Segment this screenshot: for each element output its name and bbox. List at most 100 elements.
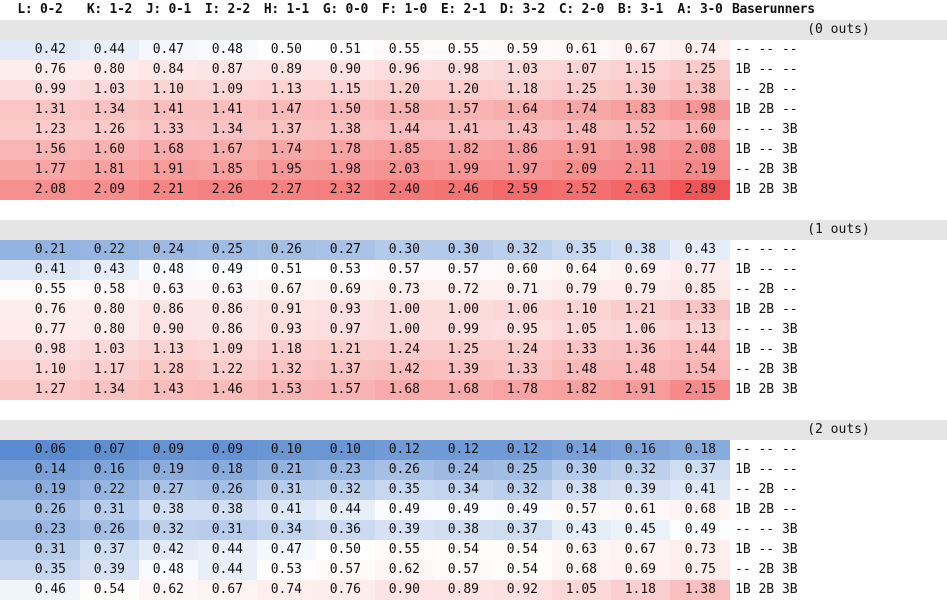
section-band	[0, 220, 730, 240]
heatmap-cell: 0.32	[493, 480, 552, 500]
heatmap-cell: 0.50	[257, 40, 316, 60]
heatmap-cell: 0.16	[80, 460, 139, 480]
baserunner-state-label: 1B 2B --	[730, 100, 947, 120]
heatmap-cell: 0.90	[139, 320, 198, 340]
heatmap-cell: 1.52	[611, 120, 670, 140]
heatmap-cell: 1.15	[316, 80, 375, 100]
heatmap-cell: 1.25	[434, 340, 493, 360]
column-header: J: 0-1	[145, 2, 192, 17]
heatmap-cell: 0.12	[493, 440, 552, 460]
heatmap-cell: 0.57	[375, 260, 434, 280]
table-row: 0.41 0.43 0.48 0.49 0.51 0.53 0.57 0.57 0.60 0.64…	[0, 260, 947, 280]
heatmap-cell: 1.38	[670, 80, 730, 100]
heatmap-cell: 0.67	[257, 280, 316, 300]
column-header: E: 2-1	[440, 2, 487, 17]
heatmap-cell: 0.71	[493, 280, 552, 300]
heatmap-cell: 0.22	[80, 480, 139, 500]
heatmap-cell: 1.60	[80, 140, 139, 160]
heatmap-cell: 0.76	[0, 60, 80, 80]
heatmap-cell: 0.86	[139, 300, 198, 320]
heatmap-cell: 1.21	[316, 340, 375, 360]
heatmap-cell: 2.32	[316, 180, 375, 200]
heatmap-cell: 1.38	[316, 120, 375, 140]
heatmap-cell: 0.58	[80, 280, 139, 300]
table-row: 1.56 1.60 1.68 1.67 1.74 1.78 1.85 1.82 1.86 1.91…	[0, 140, 947, 160]
heatmap-cell: 0.54	[80, 580, 139, 600]
heatmap-cell: 1.39	[434, 360, 493, 380]
heatmap-cell: 2.63	[611, 180, 670, 200]
heatmap-cell: 1.36	[611, 340, 670, 360]
heatmap-cell: 0.73	[375, 280, 434, 300]
column-header: F: 1-0	[381, 2, 428, 17]
heatmap-cell: 1.50	[316, 100, 375, 120]
heatmap-cell: 0.31	[0, 540, 80, 560]
baserunner-state-label: -- 2B 3B	[730, 160, 947, 180]
heatmap-cell: 0.27	[139, 480, 198, 500]
heatmap-cell: 1.09	[198, 340, 257, 360]
heatmap-cell: 0.90	[375, 580, 434, 600]
heatmap-cell: 0.55	[375, 40, 434, 60]
column-header: B: 3-1	[617, 2, 664, 17]
heatmap-cell: 0.43	[670, 240, 730, 260]
column-header: A: 3-0	[677, 2, 723, 17]
heatmap-cell: 1.26	[80, 120, 139, 140]
heatmap-cell: 0.10	[257, 440, 316, 460]
column-header: G: 0-0	[322, 2, 369, 17]
heatmap-cell: 0.23	[316, 460, 375, 480]
heatmap-cell: 0.39	[375, 520, 434, 540]
heatmap-cell: 0.14	[552, 440, 611, 460]
table-row: 0.76 0.80 0.84 0.87 0.89 0.90 0.96 0.98 1.03 1.07…	[0, 60, 947, 80]
heatmap-cell: 0.89	[257, 60, 316, 80]
heatmap-cell: 1.00	[375, 320, 434, 340]
heatmap-cell: 2.40	[375, 180, 434, 200]
heatmap-cell: 0.44	[80, 40, 139, 60]
table-row: 1.27 1.34 1.43 1.46 1.53 1.57 1.68 1.68 1.78 1.82…	[0, 380, 947, 400]
heatmap-cell: 1.57	[434, 100, 493, 120]
table-row: 0.06 0.07 0.09 0.09 0.10 0.10 0.12 0.12 0.12 0.14…	[0, 440, 947, 460]
heatmap-cell: 0.23	[0, 520, 80, 540]
heatmap-cell: 0.25	[198, 240, 257, 260]
heatmap-cell: 1.91	[552, 140, 611, 160]
table-row: 0.77 0.80 0.90 0.86 0.93 0.97 1.00 0.99 0.95 1.05…	[0, 320, 947, 340]
heatmap-cell: 1.82	[434, 140, 493, 160]
heatmap-cell: 0.80	[80, 300, 139, 320]
heatmap-cell: 1.27	[0, 380, 80, 400]
heatmap-cell: 0.91	[257, 300, 316, 320]
column-header: H: 1-1	[263, 2, 310, 17]
heatmap-cell: 0.35	[375, 480, 434, 500]
heatmap-cell: 1.34	[80, 380, 139, 400]
heatmap-cell: 0.10	[316, 440, 375, 460]
heatmap-cell: 1.23	[0, 120, 80, 140]
heatmap-cell: 0.67	[611, 40, 670, 60]
heatmap-cell: 0.69	[611, 260, 670, 280]
heatmap-cell: 1.85	[375, 140, 434, 160]
heatmap-cell: 0.64	[552, 260, 611, 280]
table-row: 1.77 1.81 1.91 1.85 1.95 1.98 2.03 1.99 1.97 2.09…	[0, 160, 947, 180]
heatmap-cell: 0.57	[434, 560, 493, 580]
heatmap-cell: 1.22	[198, 360, 257, 380]
heatmap-cell: 1.53	[257, 380, 316, 400]
heatmap-cell: 0.38	[611, 240, 670, 260]
heatmap-cell: 0.49	[198, 260, 257, 280]
heatmap-cell: 0.57	[316, 560, 375, 580]
table-row: 0.21 0.22 0.24 0.25 0.26 0.27 0.30 0.30 0.32 0.35…	[0, 240, 947, 260]
heatmap-cell: 0.87	[198, 60, 257, 80]
heatmap-cell: 0.32	[611, 460, 670, 480]
outs-label: (2 outs)	[730, 420, 947, 440]
heatmap-cell: 0.63	[552, 540, 611, 560]
heatmap-cell: 1.98	[670, 100, 730, 120]
heatmap-cell: 0.89	[434, 580, 493, 600]
heatmap-cell: 0.50	[316, 540, 375, 560]
heatmap-cell: 0.55	[434, 40, 493, 60]
heatmap-cell: 1.03	[493, 60, 552, 80]
baserunner-state-label: -- -- --	[730, 440, 947, 460]
heatmap-cell: 2.46	[434, 180, 493, 200]
heatmap-cell: 0.93	[316, 300, 375, 320]
table-row: 0.26 0.31 0.38 0.38 0.41 0.44 0.49 0.49 0.49 0.57…	[0, 500, 947, 520]
heatmap-cell: 1.95	[257, 160, 316, 180]
heatmap-cell: 1.98	[316, 160, 375, 180]
heatmap-cell: 0.45	[611, 520, 670, 540]
heatmap-cell: 0.80	[80, 320, 139, 340]
table-row: 0.99 1.03 1.10 1.09 1.13 1.15 1.20 1.20 1.18 1.25…	[0, 80, 947, 100]
